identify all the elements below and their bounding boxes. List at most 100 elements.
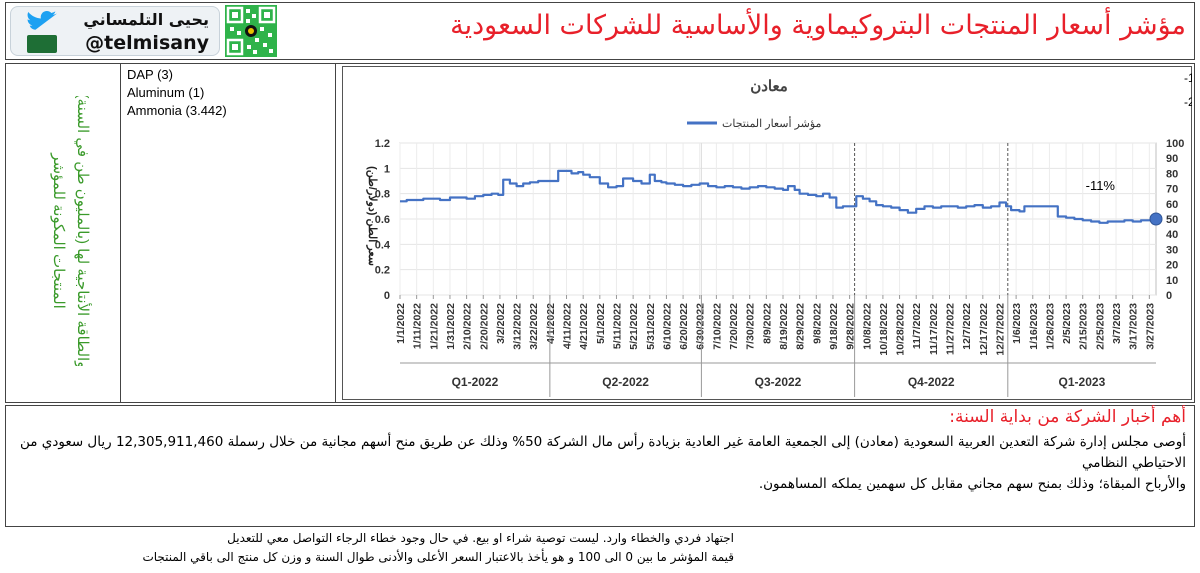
y-tick-label: 0.6: [375, 214, 390, 226]
x-tick-label: 9/28/2022: [845, 303, 857, 350]
stat-qoq: التغيير عن الربع السابق %11-: [1184, 71, 1192, 85]
left-column: [5, 63, 121, 403]
chart-frame: [342, 66, 1192, 400]
x-tick-label: 7/20/2022: [728, 303, 740, 350]
news-title: أهم أخبار الشركة من بداية السنة:: [949, 407, 1186, 427]
x-tick-label: 11/27/2022: [945, 303, 957, 355]
x-tick-label: 3/17/2023: [1128, 303, 1140, 350]
x-tick-label: 4/1/2022: [545, 303, 557, 344]
y-tick-label: 1.2: [375, 138, 390, 150]
y2-tick-label: 10: [1166, 275, 1178, 287]
x-tick-label: 12/17/2022: [978, 303, 990, 356]
x-tick-label: 5/21/2022: [628, 303, 640, 350]
middle-column: [121, 63, 336, 403]
flag-icon: [27, 35, 57, 53]
author-handle[interactable]: @telmisany: [85, 32, 209, 54]
x-tick-label: 1/6/2023: [1011, 303, 1023, 344]
components-list: DAP (3) Aluminum (1) Ammonia (3.442): [127, 66, 227, 120]
x-tick-label: 3/22/2022: [528, 303, 540, 350]
x-tick-label: 2/25/2023: [1094, 303, 1106, 350]
x-tick-label: 3/7/2023: [1111, 303, 1123, 344]
main-panel: [5, 63, 1195, 403]
y2-tick-label: 30: [1166, 244, 1178, 256]
y2-tick-label: 90: [1166, 153, 1178, 165]
x-tick-label: 10/28/2022: [895, 303, 907, 356]
component-item: DAP (3): [127, 67, 173, 82]
x-tick-label: 1/11/2022: [412, 303, 424, 349]
components-caption-line2: والطاقة الأنتاجية لها (بالمليون طن في ال…: [74, 96, 92, 366]
index-note-text: قيمة المؤشر ما بين 0 الى 100 و هو يأخذ ب…: [142, 550, 734, 564]
y-tick-label: 0: [384, 290, 390, 302]
y-axis-label: سعر الطن (دولار/طن): [366, 166, 378, 266]
quarter-label: Q4-2022: [908, 375, 955, 389]
x-tick-label: 3/27/2023: [1144, 303, 1156, 350]
y2-tick-label: 20: [1166, 260, 1178, 272]
series-endpoint: [1149, 212, 1163, 226]
x-tick-label: 6/30/2022: [695, 303, 707, 350]
x-tick-label: 4/21/2022: [578, 303, 590, 350]
quarter-label: Q1-2022: [452, 375, 499, 389]
x-tick-label: 12/27/2022: [994, 303, 1006, 356]
y2-tick-label: 0: [1166, 290, 1172, 302]
y2-tick-label: 60: [1166, 199, 1178, 211]
components-caption: المنتجات المكونة للمؤشر والطاقة الأنتاجي…: [50, 96, 92, 366]
news-body: أوصى مجلس إدارة شركة التعدين العربية الس…: [16, 432, 1186, 495]
x-tick-label: 8/19/2022: [778, 303, 790, 350]
news-line: والأرباح المبقاة؛ وذلك بمنح سهم مجاني مق…: [758, 476, 1186, 492]
quarter-label: Q2-2022: [602, 375, 649, 389]
stat-yoy: التغيير عن الربع المماثل %23-: [1184, 95, 1192, 109]
chart-body: 0 0.2 0.4 0.6 0.8 1 1.2 0 10 20 30 40 50 60 70 80 90 100 1…: [375, 138, 1184, 397]
components-caption-line1: المنتجات المكونة للمؤشر: [50, 152, 67, 309]
y2-tick-label: 70: [1166, 184, 1178, 196]
x-tick-label: 8/29/2022: [795, 303, 807, 350]
x-tick-label: 1/21/2022: [428, 303, 440, 350]
x-tick-label: 9/8/2022: [811, 303, 823, 344]
y2-tick-label: 40: [1166, 229, 1178, 241]
news-line: أوصى مجلس إدارة شركة التعدين العربية الس…: [19, 434, 1186, 471]
chart-annotation: -11%: [1086, 178, 1116, 193]
quarter-label: Q1-2023: [1059, 375, 1106, 389]
y2-tick-label: 100: [1166, 138, 1184, 150]
x-tick-label: 1/16/2023: [1028, 303, 1040, 350]
x-tick-label: 1/1/2022: [395, 303, 407, 344]
x-tick-label: 4/11/2022: [562, 303, 574, 349]
component-item: Ammonia (3.442): [127, 103, 227, 118]
x-tick-label: 6/10/2022: [661, 303, 673, 350]
disclaimer-text: اجتهاد فردي والخطاء وارد. ليست توصية شرا…: [227, 531, 734, 545]
y-tick-label: 0.2: [375, 265, 390, 277]
x-tick-label: 3/2/2022: [495, 303, 507, 344]
x-tick-label: 2/10/2022: [462, 303, 474, 350]
series-line: [400, 169, 1158, 224]
x-tick-label: 8/9/2022: [761, 303, 773, 344]
author-name: يحيى التلمساني: [83, 10, 209, 29]
page-title: مؤشر أسعار المنتجات البتروكيماوية والأسا…: [450, 10, 1186, 41]
chart-title: معادن: [750, 78, 788, 95]
author-card[interactable]: يحيى التلمساني @telmisany: [10, 6, 220, 56]
x-tick-label: 6/20/2022: [678, 303, 690, 350]
x-tick-label: 10/8/2022: [861, 303, 873, 350]
y-tick-label: 0.8: [375, 189, 390, 201]
x-tick-label: 10/18/2022: [878, 303, 890, 356]
x-tick-label: 11/7/2022: [911, 303, 923, 349]
x-tick-label: 2/5/2023: [1061, 303, 1073, 344]
component-item: Aluminum (1): [127, 85, 205, 100]
y2-tick-label: 80: [1166, 168, 1178, 180]
qr-code-icon[interactable]: [225, 5, 277, 57]
twitter-icon: [27, 11, 58, 30]
y2-tick-label: 50: [1166, 214, 1178, 226]
legend-label: مؤشر أسعار المنتجات: [722, 116, 822, 130]
x-tick-label: 5/1/2022: [595, 303, 607, 344]
quarter-label: Q3-2022: [755, 375, 802, 389]
x-tick-label: 12/7/2022: [961, 303, 973, 350]
price-index-chart: معادن التغيير عن الربع السابق %11- التغي…: [366, 71, 1192, 397]
x-tick-label: 3/12/2022: [512, 303, 524, 350]
x-tick-label: 11/17/2022: [928, 303, 940, 355]
x-tick-label: 2/20/2022: [478, 303, 490, 350]
x-tick-label: 1/26/2023: [1044, 303, 1056, 350]
x-tick-label: 1/31/2022: [445, 303, 457, 350]
x-tick-label: 5/31/2022: [645, 303, 657, 350]
x-tick-label: 7/10/2022: [711, 303, 723, 350]
x-tick-label: 2/15/2023: [1078, 303, 1090, 350]
x-tick-label: 5/11/2022: [611, 303, 623, 349]
y-tick-label: 0.4: [375, 239, 391, 251]
